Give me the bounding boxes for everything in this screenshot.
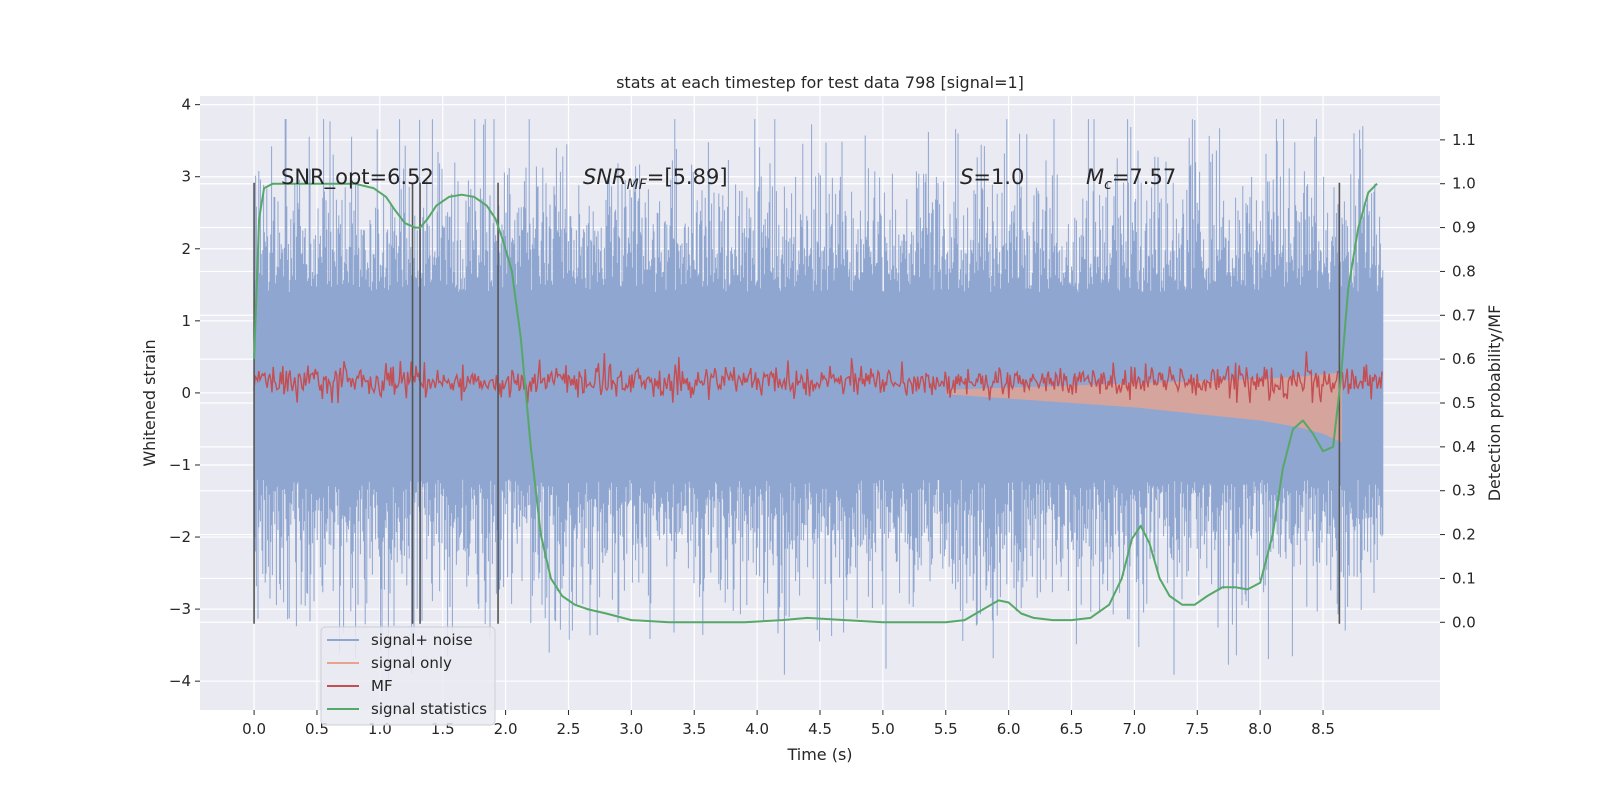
x-tick-label: 4.0 (745, 720, 769, 738)
x-tick-label: 6.0 (997, 720, 1021, 738)
x-tick-label: 3.5 (682, 720, 706, 738)
signal-only-area (945, 372, 1342, 443)
annotation-mc-subscript: c (1104, 177, 1112, 193)
x-tick-label: 2.0 (494, 720, 518, 738)
y-tick-label: 3 (181, 168, 191, 186)
y-right-tick-label: 1.0 (1452, 175, 1476, 193)
x-tick-label: 8.5 (1311, 720, 1335, 738)
annotation-snr-mf: SNRMF=[5.89] (583, 165, 728, 193)
y-right-tick-label: 0.1 (1452, 569, 1476, 587)
annotation-snr-mf-subscript: MF (627, 177, 648, 193)
annotation-mc-base: M (1086, 165, 1104, 189)
y-right-tick-label: 0.0 (1452, 613, 1476, 631)
x-tick-label: 5.0 (871, 720, 895, 738)
y-axis-label: Whitened strain (140, 339, 159, 466)
legend-label-signal-noise: signal+ noise (371, 631, 473, 649)
y-right-tick-label: 0.3 (1452, 482, 1476, 500)
y-tick-label: −2 (169, 528, 191, 546)
y-right-tick-label: 1.1 (1452, 131, 1476, 149)
y-right-tick-label: 0.6 (1452, 350, 1476, 368)
y-tick-label: −1 (169, 456, 191, 474)
legend-label-signal-only: signal only (371, 654, 452, 672)
y-tick-label: 4 (181, 96, 191, 114)
y-right-tick-label: 0.5 (1452, 394, 1476, 412)
x-tick-label: 5.5 (934, 720, 958, 738)
signal-statistics-series (253, 182, 1378, 624)
x-tick-label: 0.0 (242, 720, 266, 738)
vertical-markers (253, 182, 1341, 624)
y-axis-right-label: Detection probability/MF (1485, 305, 1504, 502)
y-right-tick-label: 0.9 (1452, 219, 1476, 237)
x-tick-label: 2.5 (557, 720, 581, 738)
x-tick-label: 6.5 (1060, 720, 1084, 738)
x-tick-label: 7.5 (1185, 720, 1209, 738)
signal-statistics-line (253, 182, 1378, 624)
legend-box (320, 626, 496, 726)
annotation-snr-mf-base: SNR (583, 165, 627, 189)
x-tick-label: 7.0 (1122, 720, 1146, 738)
y-right-tick-label: 0.4 (1452, 438, 1476, 456)
x-tick-label: 4.5 (808, 720, 832, 738)
y-tick-label: −3 (169, 600, 191, 618)
y-tick-label: 2 (181, 240, 191, 258)
annotation-s-value: =1.0 (973, 165, 1024, 189)
signal-only-series (945, 372, 1342, 443)
annotation-snr-opt: SNR_opt=6.52 (281, 165, 434, 190)
y-tick-label: 1 (181, 312, 191, 330)
x-tick-label: 3.0 (619, 720, 643, 738)
y-right-tick-label: 0.8 (1452, 262, 1476, 280)
tick-labels: 0.0 0.5 1.0 1.5 2.0 2.5 3.0 3.5 4.0 4.5 5.0 5.5 6.0 6… (169, 96, 1476, 738)
x-tick-label: 8.0 (1248, 720, 1272, 738)
annotation-mc-value: =7.57 (1112, 165, 1176, 189)
annotation-s: S=1.0 (960, 165, 1024, 189)
annotation-mc: Mc=7.57 (1086, 165, 1176, 193)
mf-series (253, 351, 1383, 404)
x-axis-label: Time (s) (786, 745, 852, 764)
y-tick-label: 0 (181, 384, 191, 402)
y-right-tick-label: 0.7 (1452, 306, 1476, 324)
legend-label-mf: MF (371, 677, 393, 695)
annotation-snr-mf-value: =[5.89] (647, 165, 728, 189)
chart-title: stats at each timestep for test data 798… (616, 73, 1024, 92)
annotation-s-base: S (960, 165, 973, 189)
y-tick-label: −4 (169, 672, 191, 690)
legend: signal+ noise signal only MF signal stat… (320, 626, 496, 726)
legend-label-signal-statistics: signal statistics (371, 700, 487, 718)
mf-line (253, 351, 1383, 404)
y-right-tick-label: 0.2 (1452, 526, 1476, 544)
